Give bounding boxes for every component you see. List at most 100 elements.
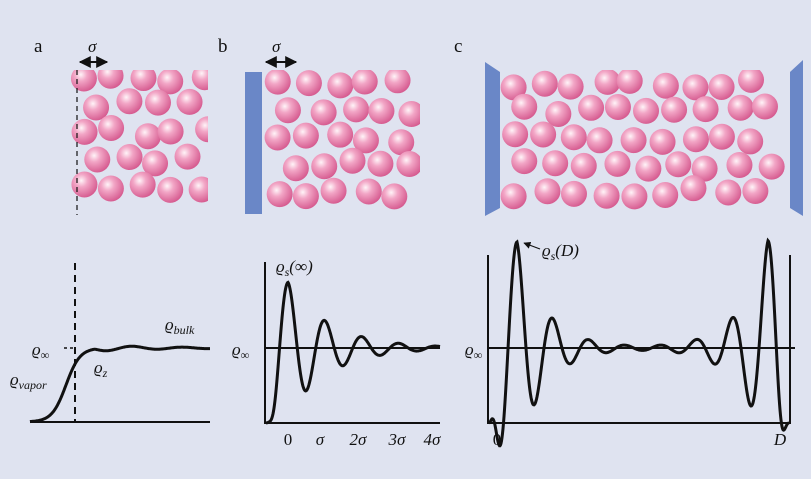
sphere <box>737 128 764 155</box>
sphere <box>396 151 420 178</box>
sphere <box>71 171 98 198</box>
sphere <box>534 178 561 205</box>
x-tick-label: 2σ <box>350 430 368 449</box>
sphere <box>310 99 337 126</box>
sphere <box>384 70 411 94</box>
sphere <box>367 150 394 177</box>
sphere <box>511 148 538 175</box>
sphere <box>652 181 679 208</box>
axes <box>264 262 440 424</box>
density-curve <box>265 280 441 425</box>
sphere <box>71 118 98 145</box>
sphere <box>144 89 171 116</box>
sphere <box>530 121 557 148</box>
x-tick-label: 0 <box>493 430 502 449</box>
x-tick-label: 4σ <box>424 430 442 449</box>
sphere <box>97 175 124 202</box>
sphere <box>652 72 679 99</box>
rho-inf-label: ϱ∞ <box>465 340 483 362</box>
sphere <box>70 70 97 92</box>
panel-label: b <box>218 36 228 57</box>
sigma-label: σ <box>272 37 281 56</box>
sphere <box>351 70 378 95</box>
sphere <box>500 183 527 210</box>
sphere <box>593 182 620 209</box>
sphere <box>355 178 382 205</box>
sphere <box>116 144 143 171</box>
rho-z-label: ϱz <box>94 358 108 380</box>
sphere <box>542 150 569 177</box>
sphere <box>282 155 309 182</box>
sphere-group <box>70 70 208 203</box>
sphere <box>352 127 379 154</box>
sphere <box>295 70 322 97</box>
sphere <box>320 177 347 204</box>
rho-inf-label: ϱ∞ <box>32 340 50 362</box>
sphere <box>665 151 692 178</box>
sphere <box>191 70 208 91</box>
sphere <box>327 121 354 148</box>
sphere <box>97 70 124 89</box>
spheres <box>70 70 785 210</box>
pointer-arrow <box>523 241 541 250</box>
sphere <box>726 151 753 178</box>
sphere <box>738 70 765 93</box>
sphere <box>560 180 587 207</box>
sphere <box>531 70 558 97</box>
sphere <box>398 101 420 128</box>
sphere <box>682 126 709 153</box>
x-tick-label: 3σ <box>388 430 407 449</box>
sphere <box>264 70 291 95</box>
sphere <box>594 70 621 95</box>
sphere <box>691 155 718 182</box>
sphere <box>578 94 605 121</box>
sphere <box>129 171 156 198</box>
rho-bulk-label: ϱbulk <box>165 315 195 337</box>
sphere <box>83 94 110 121</box>
sphere <box>708 123 735 150</box>
sphere <box>343 96 370 123</box>
x-tick-label: 0 <box>284 430 293 449</box>
sphere <box>142 150 169 177</box>
sphere <box>742 178 769 205</box>
sphere <box>174 143 201 170</box>
sphere <box>502 121 529 148</box>
sphere <box>381 183 408 210</box>
sphere <box>586 127 613 154</box>
sphere <box>292 122 319 149</box>
sphere <box>620 127 647 154</box>
axes <box>487 255 791 424</box>
sphere <box>339 147 366 174</box>
sphere <box>649 128 676 155</box>
panel-label: c <box>454 36 462 57</box>
sphere <box>98 114 125 141</box>
sphere <box>560 124 587 151</box>
sphere <box>557 73 584 100</box>
rho-s-label: ϱs(∞) <box>276 257 313 279</box>
sphere <box>715 179 742 206</box>
sigma-label: σ <box>88 37 97 56</box>
sphere <box>188 176 208 203</box>
sphere <box>130 70 157 92</box>
x-tick-label: D <box>773 430 787 449</box>
sphere <box>708 73 735 100</box>
sphere-group <box>500 70 785 210</box>
sphere <box>604 150 631 177</box>
rho-s-label: ϱs(D) <box>542 241 579 263</box>
sphere <box>545 100 572 127</box>
sphere <box>511 93 538 120</box>
sphere <box>84 146 111 173</box>
sphere <box>195 116 208 143</box>
sphere <box>751 93 778 120</box>
sphere <box>134 123 161 150</box>
sphere <box>388 129 415 156</box>
sphere <box>633 97 660 124</box>
sphere <box>264 124 291 151</box>
sphere <box>176 88 203 115</box>
sphere <box>116 88 143 115</box>
sphere <box>266 181 293 208</box>
density-curve <box>29 344 210 424</box>
sphere <box>635 155 662 182</box>
sphere <box>368 97 395 124</box>
sphere <box>157 176 184 203</box>
